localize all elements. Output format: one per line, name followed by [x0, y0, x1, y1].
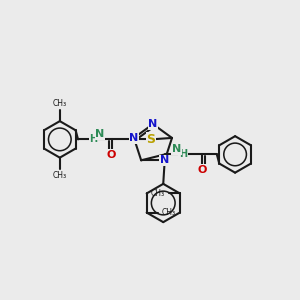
Text: O: O [197, 165, 207, 175]
Text: H: H [179, 149, 187, 159]
Text: N: N [148, 119, 158, 129]
Text: N: N [160, 155, 169, 165]
Text: N: N [129, 133, 139, 143]
Text: CH₃: CH₃ [53, 171, 67, 180]
Text: H: H [89, 134, 98, 144]
Text: CH₃: CH₃ [151, 189, 165, 198]
Text: S: S [146, 133, 155, 146]
Text: CH₃: CH₃ [161, 208, 176, 217]
Text: N: N [172, 144, 181, 154]
Text: O: O [107, 150, 116, 160]
Text: N: N [95, 129, 104, 139]
Text: CH₃: CH₃ [53, 99, 67, 108]
